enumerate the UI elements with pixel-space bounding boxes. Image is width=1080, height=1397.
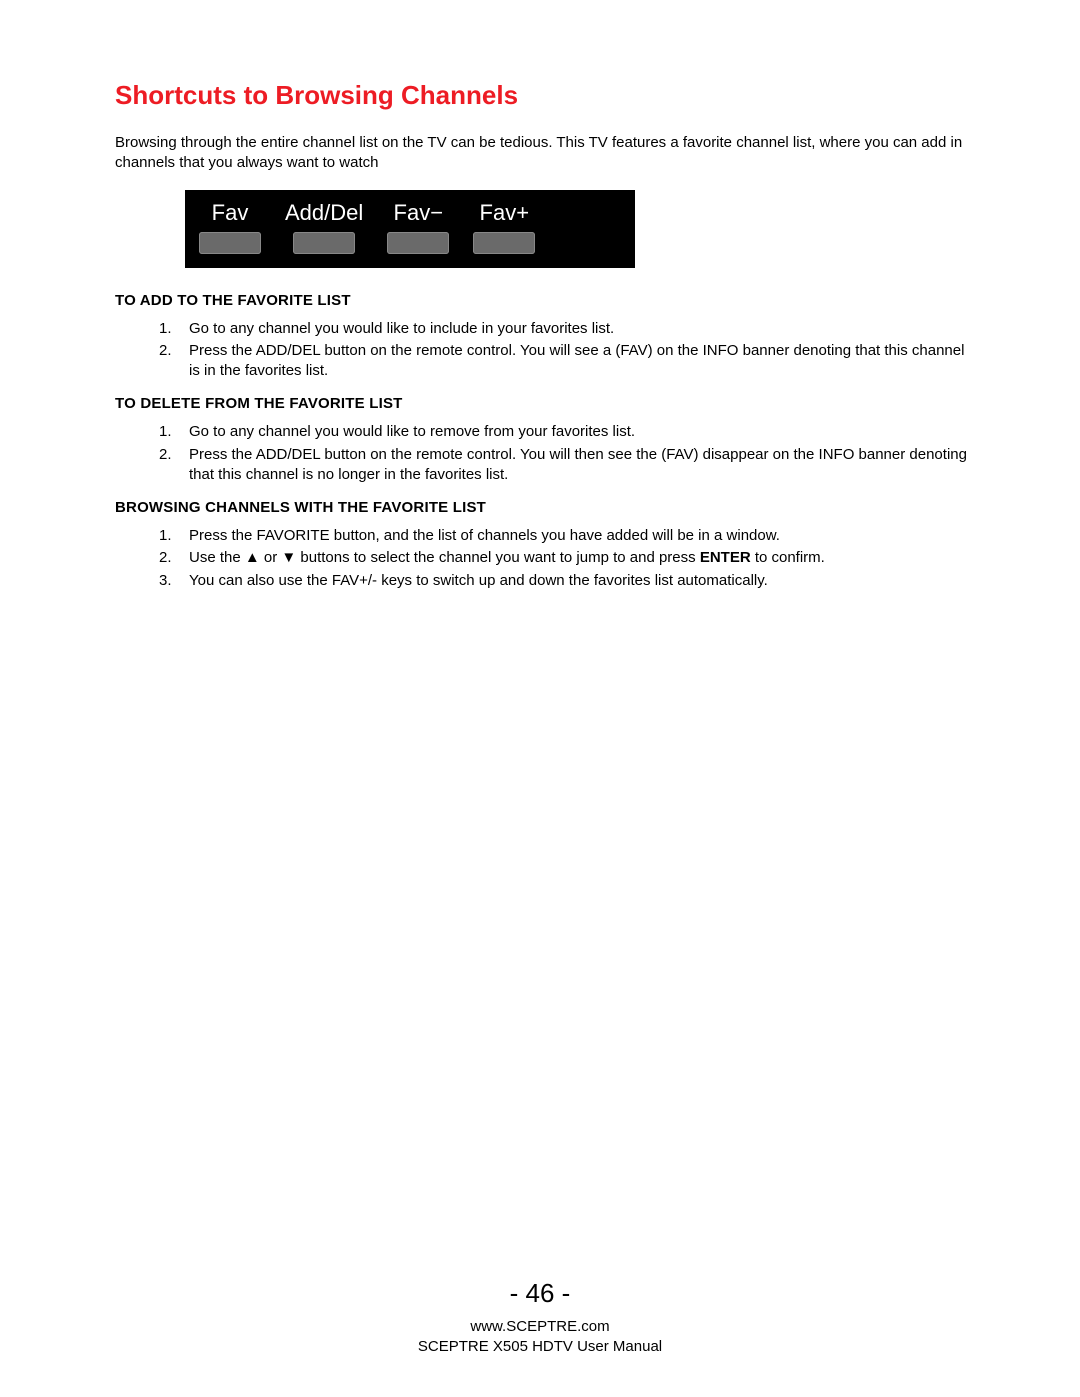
step-number: 2. — [159, 548, 189, 568]
remote-button-add-del: Add/Del — [285, 200, 363, 254]
list-item: 2.Use the ▲ or ▼ buttons to select the c… — [159, 548, 970, 568]
list-item: 1.Go to any channel you would like to in… — [159, 319, 970, 339]
step-number: 3. — [159, 571, 189, 591]
steps-list: 1.Press the FAVORITE button, and the lis… — [159, 526, 970, 591]
step-text: Press the ADD/DEL button on the remote c… — [189, 445, 970, 486]
remote-label: Add/Del — [285, 200, 363, 226]
list-item: 1.Press the FAVORITE button, and the lis… — [159, 526, 970, 546]
section-delete-favorite: TO DELETE FROM THE FAVORITE LIST 1.Go to… — [115, 395, 970, 485]
remote-key-icon — [199, 232, 261, 254]
section-browsing-favorite: BROWSING CHANNELS WITH THE FAVORITE LIST… — [115, 499, 970, 591]
remote-label: Fav+ — [480, 200, 530, 226]
remote-key-icon — [293, 232, 355, 254]
list-item: 3.You can also use the FAV+/- keys to sw… — [159, 571, 970, 591]
step-text: Press the FAVORITE button, and the list … — [189, 526, 970, 546]
section-heading: TO ADD TO THE FAVORITE LIST — [115, 292, 970, 309]
step-text: Go to any channel you would like to incl… — [189, 319, 970, 339]
step-text: Press the ADD/DEL button on the remote c… — [189, 341, 970, 382]
remote-button-fav: Fav — [199, 200, 261, 254]
remote-label: Fav− — [394, 200, 444, 226]
list-item: 2.Press the ADD/DEL button on the remote… — [159, 445, 970, 486]
footer-manual-name: SCEPTRE X505 HDTV User Manual — [0, 1337, 1080, 1357]
remote-button-fav-minus: Fav− — [387, 200, 449, 254]
step-text: Use the ▲ or ▼ buttons to select the cha… — [189, 548, 970, 568]
remote-buttons-diagram: Fav Add/Del Fav− Fav+ — [185, 190, 635, 268]
remote-key-icon — [473, 232, 535, 254]
section-add-favorite: TO ADD TO THE FAVORITE LIST 1.Go to any … — [115, 292, 970, 382]
section-heading: TO DELETE FROM THE FAVORITE LIST — [115, 395, 970, 412]
section-heading: BROWSING CHANNELS WITH THE FAVORITE LIST — [115, 499, 970, 516]
page-title: Shortcuts to Browsing Channels — [115, 80, 970, 111]
list-item: 1.Go to any channel you would like to re… — [159, 422, 970, 442]
list-item: 2.Press the ADD/DEL button on the remote… — [159, 341, 970, 382]
step-number: 1. — [159, 526, 189, 546]
step-number: 1. — [159, 319, 189, 339]
remote-label: Fav — [212, 200, 249, 226]
manual-page: Shortcuts to Browsing Channels Browsing … — [0, 0, 1080, 1397]
steps-list: 1.Go to any channel you would like to re… — [159, 422, 970, 485]
step-number: 2. — [159, 341, 189, 382]
bold-word: ENTER — [700, 549, 751, 566]
remote-key-icon — [387, 232, 449, 254]
step-number: 1. — [159, 422, 189, 442]
intro-paragraph: Browsing through the entire channel list… — [115, 133, 970, 174]
remote-button-fav-plus: Fav+ — [473, 200, 535, 254]
step-text: Go to any channel you would like to remo… — [189, 422, 970, 442]
steps-list: 1.Go to any channel you would like to in… — [159, 319, 970, 382]
page-number: - 46 - — [0, 1278, 1080, 1309]
footer-url: www.SCEPTRE.com — [0, 1317, 1080, 1337]
page-footer: - 46 - www.SCEPTRE.com SCEPTRE X505 HDTV… — [0, 1278, 1080, 1358]
step-text: You can also use the FAV+/- keys to swit… — [189, 571, 970, 591]
step-number: 2. — [159, 445, 189, 486]
